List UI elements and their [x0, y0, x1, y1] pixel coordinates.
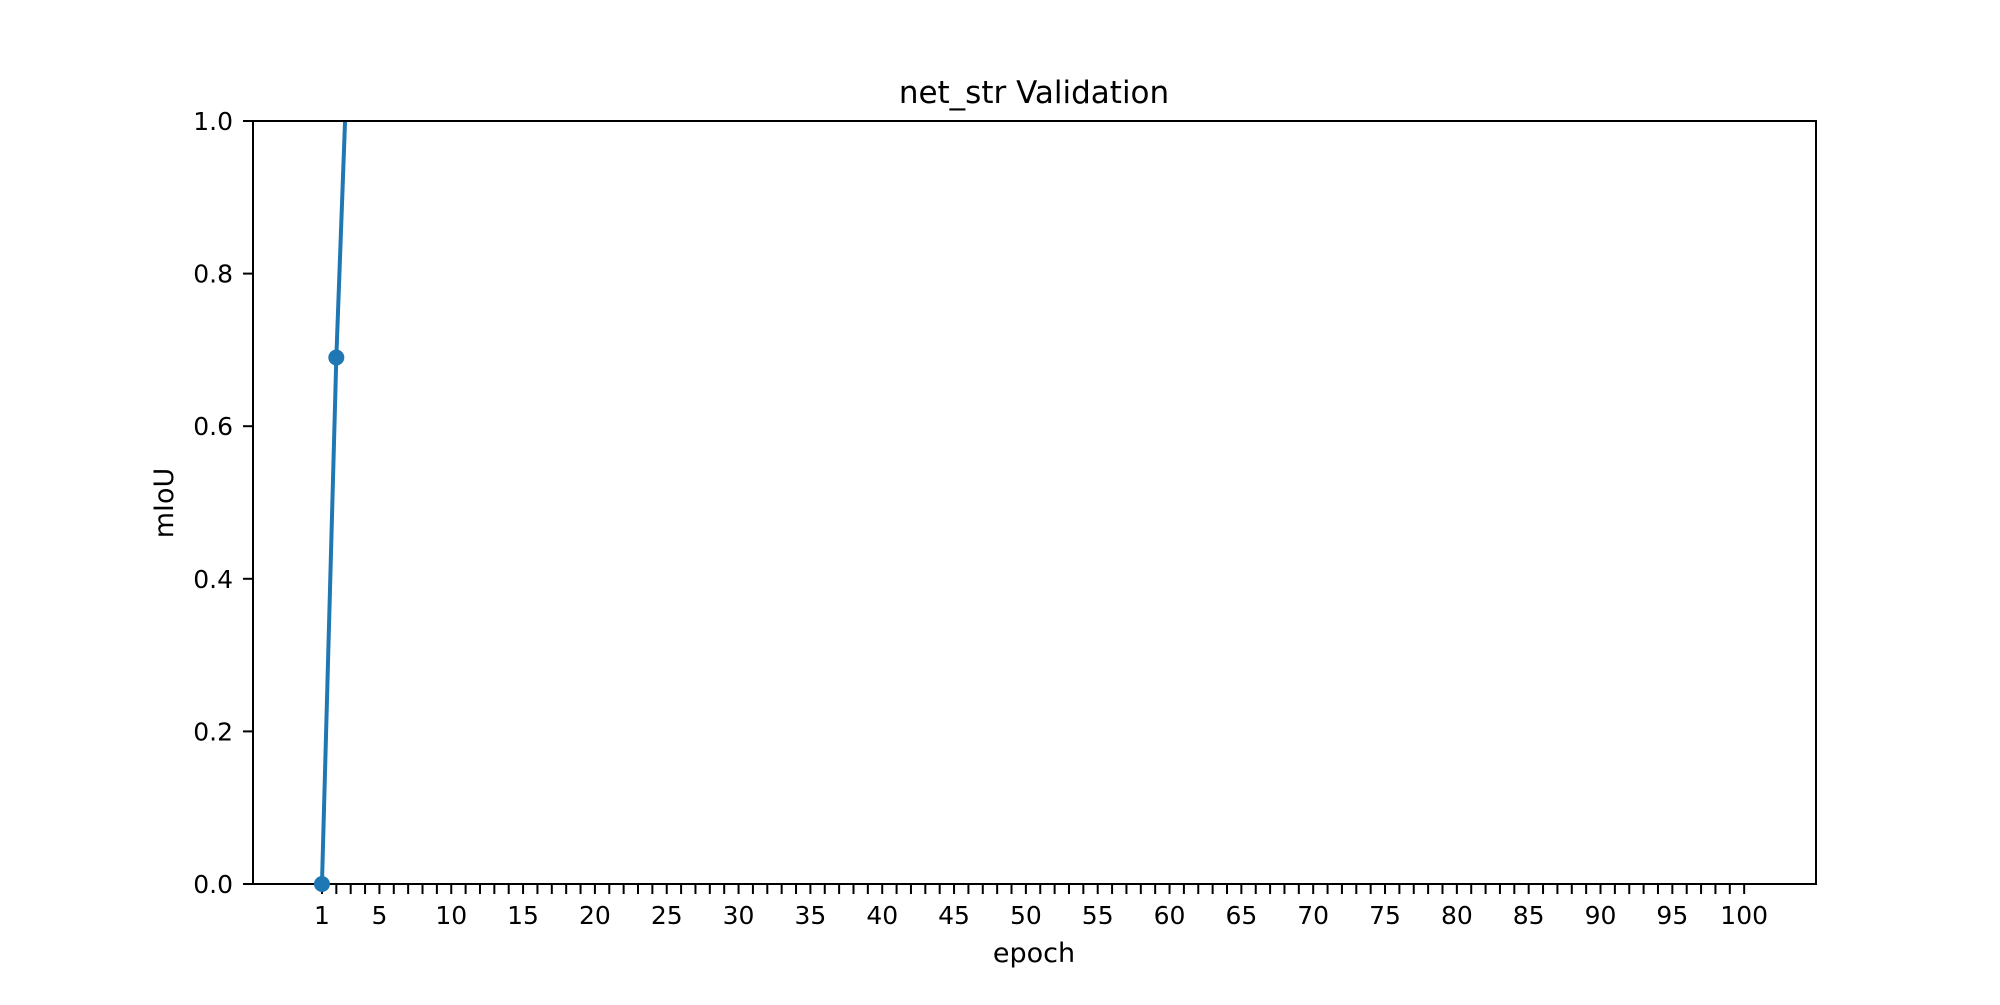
x-tick-label: 20 — [579, 901, 611, 930]
series-line — [319, 121, 348, 884]
x-axis-label: epoch — [993, 938, 1075, 969]
x-tick-label: 95 — [1656, 901, 1688, 930]
y-tick-label: 0.4 — [193, 565, 233, 594]
x-tick-label: 10 — [435, 901, 467, 930]
x-tick-label: 65 — [1225, 901, 1257, 930]
x-tick-label: 80 — [1441, 901, 1473, 930]
x-tick-label: 50 — [1010, 901, 1042, 930]
y-tick-label: 0.2 — [193, 717, 233, 746]
x-tick-label: 100 — [1720, 901, 1768, 930]
x-tick-label: 85 — [1513, 901, 1545, 930]
x-tick-label: 60 — [1154, 901, 1186, 930]
y-tick-label: 0.8 — [193, 260, 233, 289]
y-tick-label: 0.6 — [193, 412, 233, 441]
x-tick-label: 70 — [1297, 901, 1329, 930]
x-tick-label: 90 — [1585, 901, 1617, 930]
data-point — [313, 876, 330, 892]
y-axis: 0.0 0.2 0.4 0.6 0.8 1.0 — [193, 107, 253, 899]
y-axis-label: mIoU — [149, 468, 180, 539]
x-tick-label: 35 — [794, 901, 826, 930]
x-axis: 1 5 10 15 20 25 30 35 40 45 50 55 60 65 70 75 80 85 90 95 10… — [314, 884, 1768, 930]
x-tick-label: 1 — [314, 901, 330, 930]
x-tick-label: 45 — [938, 901, 970, 930]
x-tick-label: 25 — [651, 901, 683, 930]
series-layer — [319, 121, 348, 884]
plot-frame — [252, 120, 1817, 885]
data-point — [328, 349, 345, 366]
x-tick-label: 5 — [371, 901, 387, 930]
chart-title: net_str Validation — [899, 75, 1169, 111]
y-tick-label: 0.0 — [193, 870, 233, 899]
y-tick-label: 1.0 — [193, 107, 233, 136]
x-tick-label: 40 — [866, 901, 898, 930]
x-tick-label: 55 — [1082, 901, 1114, 930]
x-tick-label: 75 — [1369, 901, 1401, 930]
x-tick-label: 30 — [723, 901, 755, 930]
x-tick-label: 15 — [507, 901, 539, 930]
